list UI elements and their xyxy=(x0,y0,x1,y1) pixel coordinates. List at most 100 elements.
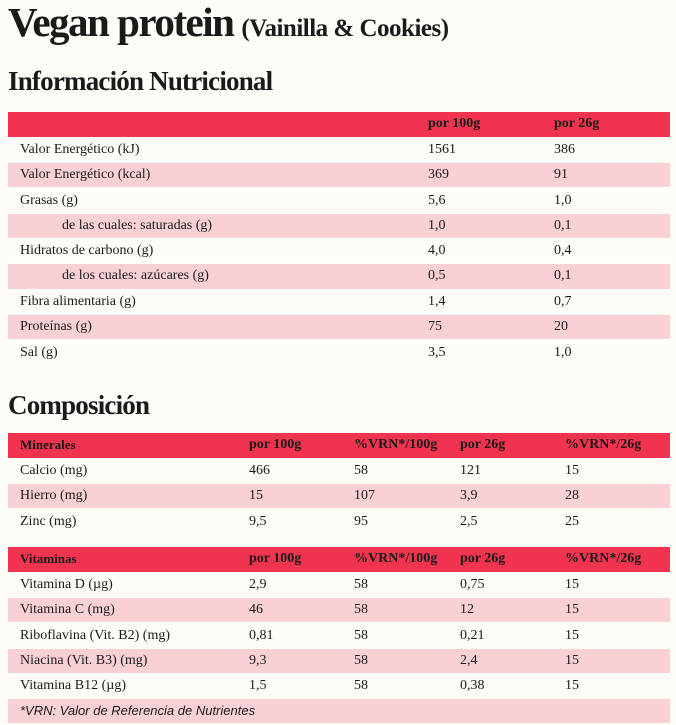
nutrient-label: Grasas (g) xyxy=(8,187,416,214)
nutrient-label: Hidratos de carbono (g) xyxy=(8,237,416,264)
vitamin-per100: 2,9 xyxy=(237,571,342,598)
table-row: Riboflavina (Vit. B2) (mg) 0,81 58 0,21 … xyxy=(8,622,670,649)
vitamin-label: Vitamina D (µg) xyxy=(8,571,237,598)
nutrient-label: Sal (g) xyxy=(8,339,416,365)
composition-section-title: Composición xyxy=(8,390,150,420)
nutrient-label: Proteínas (g) xyxy=(8,313,416,340)
nutrient-per26: 0,7 xyxy=(542,288,670,315)
table-row: Zinc (mg) 9,5 95 2,5 25 xyxy=(8,508,670,535)
vitamin-vrn26: 15 xyxy=(553,571,670,598)
nutrition-header-row: por 100g por 26g xyxy=(8,112,670,138)
nutrient-label: de los cuales: azúcares (g) xyxy=(8,263,416,290)
mineral-label: Hierro (mg) xyxy=(8,483,237,509)
vitamin-per26: 0,75 xyxy=(448,571,553,598)
table-row: Calcio (mg) 466 58 121 15 xyxy=(8,457,670,484)
vitamin-vrn26: 15 xyxy=(553,622,670,649)
table-row: de las cuales: saturadas (g) 1,0 0,1 xyxy=(8,212,670,239)
vitamin-vrn100: 58 xyxy=(342,647,448,674)
table-row: Vitamina B12 (µg) 1,5 58 0,38 15 xyxy=(8,672,670,699)
vitamins-header-name: Vitaminas xyxy=(20,551,77,567)
vitamin-per100: 46 xyxy=(237,597,342,623)
vitamins-header-vrn100: %VRN*/100g xyxy=(354,551,438,567)
minerals-header-vrn26: %VRN*/26g xyxy=(565,437,642,453)
vitamin-vrn100: 58 xyxy=(342,672,448,699)
table-row: de los cuales: azúcares (g) 0,5 0,1 xyxy=(8,263,670,290)
vitamin-vrn100: 58 xyxy=(342,571,448,598)
nutrition-header-per100: por 100g xyxy=(428,116,481,132)
nutrition-header-per26: por 26g xyxy=(554,116,600,132)
nutrition-section-title: Información Nutricional xyxy=(8,66,273,96)
vitamins-header-vrn26: %VRN*/26g xyxy=(565,551,642,567)
vitamin-per26: 0,38 xyxy=(448,672,553,699)
minerals-table: Minerales por 100g %VRN*/100g por 26g %V… xyxy=(8,433,670,535)
vitamin-vrn26: 15 xyxy=(553,647,670,674)
nutrient-per26: 0,1 xyxy=(542,212,670,239)
nutrient-per26: 386 xyxy=(542,136,670,163)
mineral-vrn26: 15 xyxy=(553,457,670,484)
product-name: Vegan protein xyxy=(8,0,235,45)
table-row: Vitamina D (µg) 2,9 58 0,75 15 xyxy=(8,571,670,598)
nutrient-per26: 0,4 xyxy=(542,237,670,264)
nutrient-label: Fibra alimentaria (g) xyxy=(8,288,416,315)
nutrition-header-blank xyxy=(8,112,416,137)
minerals-header-per26: por 26g xyxy=(460,437,506,453)
mineral-per100: 466 xyxy=(237,457,342,484)
nutrient-per26: 1,0 xyxy=(542,187,670,214)
nutrient-label: Valor Energético (kcal) xyxy=(8,162,416,188)
minerals-header-per100: por 100g xyxy=(249,437,302,453)
vitamin-vrn100: 58 xyxy=(342,597,448,623)
table-row: Hidratos de carbono (g) 4,0 0,4 xyxy=(8,237,670,264)
nutrient-per100: 1561 xyxy=(416,136,542,163)
nutrient-per100: 75 xyxy=(416,313,542,340)
nutrient-per100: 4,0 xyxy=(416,237,542,264)
nutrient-per26: 1,0 xyxy=(542,339,670,365)
product-flavor: (Vainilla & Cookies) xyxy=(241,15,449,42)
vitamins-table: Vitaminas por 100g %VRN*/100g por 26g %V… xyxy=(8,547,670,699)
vitamin-per100: 1,5 xyxy=(237,672,342,699)
nutrient-label: Valor Energético (kJ) xyxy=(8,136,416,163)
vitamin-label: Vitamina C (mg) xyxy=(8,597,237,623)
table-row: Valor Energético (kJ) 1561 386 xyxy=(8,136,670,163)
vitamin-label: Vitamina B12 (µg) xyxy=(8,672,237,699)
vitamins-header-per26: por 26g xyxy=(460,551,506,567)
vrn-footnote: *VRN: Valor de Referencia de Nutrientes xyxy=(8,699,670,723)
table-row: Proteínas (g) 75 20 xyxy=(8,313,670,340)
nutrient-per100: 5,6 xyxy=(416,187,542,214)
table-row: Valor Energético (kcal) 369 91 xyxy=(8,162,670,188)
table-row: Fibra alimentaria (g) 1,4 0,7 xyxy=(8,288,670,315)
nutrient-per100: 1,0 xyxy=(416,212,542,239)
nutrient-per100: 3,5 xyxy=(416,339,542,365)
mineral-per26: 3,9 xyxy=(448,483,553,509)
table-row: Sal (g) 3,5 1,0 xyxy=(8,339,670,365)
mineral-per100: 15 xyxy=(237,483,342,509)
nutrient-per26: 0,1 xyxy=(542,263,670,290)
vitamins-header-per100: por 100g xyxy=(249,551,302,567)
mineral-vrn26: 25 xyxy=(553,508,670,535)
mineral-vrn100: 95 xyxy=(342,508,448,535)
vitamin-per26: 0,21 xyxy=(448,622,553,649)
table-row: Grasas (g) 5,6 1,0 xyxy=(8,187,670,214)
mineral-per26: 121 xyxy=(448,457,553,484)
vitamin-per26: 12 xyxy=(448,597,553,623)
product-title: Vegan protein (Vainilla & Cookies) xyxy=(8,2,449,43)
mineral-vrn100: 58 xyxy=(342,457,448,484)
mineral-per100: 9,5 xyxy=(237,508,342,535)
nutrient-per26: 20 xyxy=(542,313,670,340)
vitamin-per26: 2,4 xyxy=(448,647,553,674)
vitamin-vrn100: 58 xyxy=(342,622,448,649)
nutrition-table: por 100g por 26g Valor Energético (kJ) 1… xyxy=(8,112,670,365)
nutrient-per100: 0,5 xyxy=(416,263,542,290)
table-row: Vitamina C (mg) 46 58 12 15 xyxy=(8,597,670,623)
nutrient-per26: 91 xyxy=(542,162,670,188)
vitamin-vrn26: 15 xyxy=(553,672,670,699)
mineral-vrn100: 107 xyxy=(342,483,448,509)
nutrient-per100: 1,4 xyxy=(416,288,542,315)
mineral-label: Calcio (mg) xyxy=(8,457,237,484)
vitamin-label: Niacina (Vit. B3) (mg) xyxy=(8,647,237,674)
minerals-header-vrn100: %VRN*/100g xyxy=(354,437,438,453)
vitamins-header-row: Vitaminas por 100g %VRN*/100g por 26g %V… xyxy=(8,547,670,573)
vitamin-label: Riboflavina (Vit. B2) (mg) xyxy=(8,622,237,649)
nutrient-per100: 369 xyxy=(416,162,542,188)
nutrient-label: de las cuales: saturadas (g) xyxy=(8,212,416,239)
mineral-label: Zinc (mg) xyxy=(8,508,237,535)
